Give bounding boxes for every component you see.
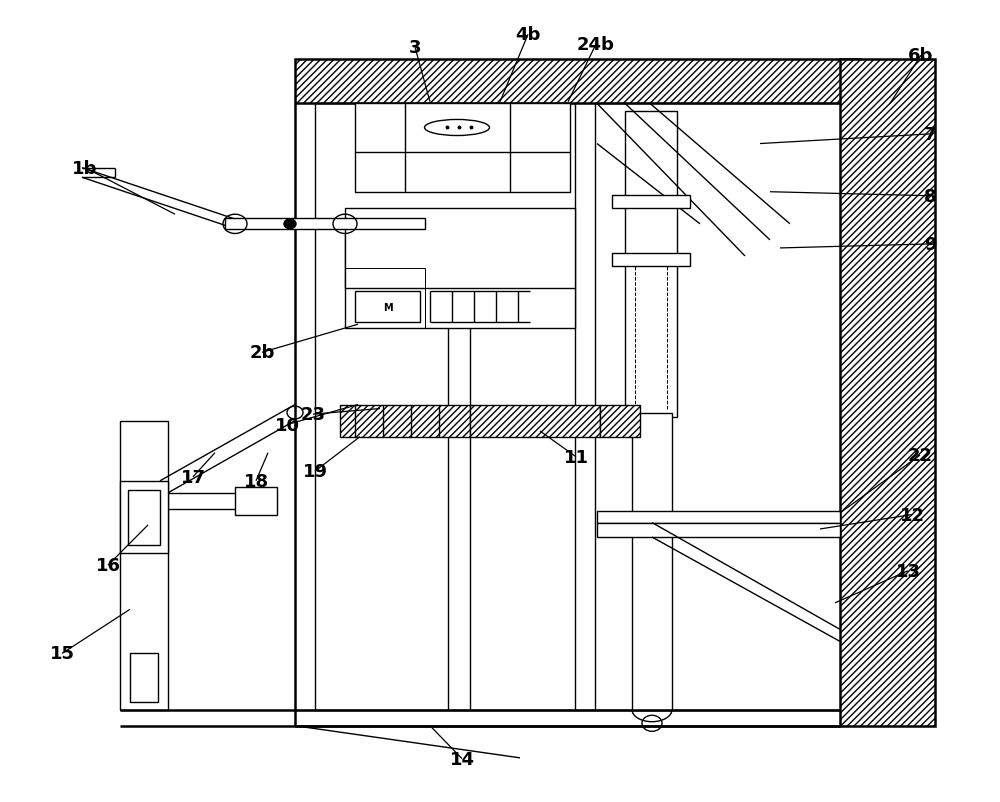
Bar [625,112,677,417]
Bar [632,413,672,710]
Text: 1b: 1b [72,160,98,177]
Text: 22: 22 [908,447,932,464]
Text: 11: 11 [564,448,588,466]
Circle shape [284,220,296,229]
Bar [470,405,600,437]
Bar [225,219,425,230]
Bar [235,488,277,515]
Bar [600,405,640,437]
Text: 24b: 24b [577,36,615,54]
Bar [345,209,575,329]
Text: 14: 14 [450,750,475,768]
Text: 2b: 2b [249,344,275,362]
Text: 3: 3 [409,39,421,57]
Bar [345,269,425,329]
Text: 19: 19 [302,463,328,480]
Bar [295,60,860,104]
Bar [840,60,935,726]
Bar [340,405,470,437]
Bar [612,253,690,266]
Text: 16: 16 [96,557,120,574]
Text: 12: 12 [900,506,924,524]
Text: 9: 9 [924,236,936,253]
Bar [120,421,168,710]
Text: 8: 8 [924,188,936,205]
Text: 13: 13 [896,562,920,580]
Bar [130,654,158,702]
Text: 15: 15 [50,645,74,662]
Text: 23: 23 [300,406,326,423]
Text: 18: 18 [243,472,269,490]
Bar [355,292,420,322]
Text: 4b: 4b [515,26,541,44]
Text: M: M [383,302,393,312]
Text: 7: 7 [924,126,936,144]
Text: 6b: 6b [908,47,934,65]
Bar [355,104,570,192]
Bar [597,523,840,537]
Bar [120,481,168,553]
Bar [612,196,690,209]
Bar [128,491,160,545]
Text: 10: 10 [274,416,300,434]
Bar [168,493,248,509]
Polygon shape [440,417,478,437]
Bar [597,511,840,523]
Text: 17: 17 [180,468,206,486]
